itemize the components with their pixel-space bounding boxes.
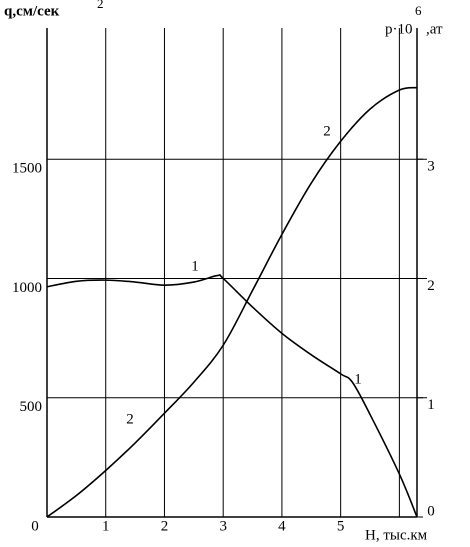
series-label: 2 (323, 123, 331, 139)
x-tick-label: 2 (161, 518, 169, 534)
series-label: 2 (126, 411, 134, 427)
series-label: 1 (191, 258, 199, 274)
y2-axis-label-unit: ,ат (426, 21, 443, 37)
y2-tick-label: 0 (427, 503, 435, 519)
y2-tick-label: 1 (427, 397, 435, 413)
line-series (46, 274, 418, 518)
x-tick-label: 3 (219, 518, 227, 534)
y2-tick-label: 3 (427, 159, 435, 175)
y2-axis-label: p·10 (385, 21, 413, 37)
y-axis-label: q,см/сек (4, 3, 60, 19)
series-label: 1 (354, 371, 362, 387)
y-axis-label-sup: 2 (97, 0, 104, 11)
x-tick-label: 0 (31, 518, 39, 534)
y2-tick-label: 2 (427, 278, 435, 294)
y2-axis-label-sup: 6 (415, 3, 422, 18)
x-tick-label: 4 (278, 518, 286, 534)
y-tick-label: 1000 (12, 280, 42, 296)
line-series (46, 86, 418, 518)
x-tick-label: 1 (102, 518, 110, 534)
x-axis-label: H, тыс.км (365, 527, 428, 543)
y-tick-label: 500 (20, 399, 43, 415)
y-tick-label: 1500 (12, 161, 42, 177)
x-tick-label: 5 (337, 518, 345, 534)
